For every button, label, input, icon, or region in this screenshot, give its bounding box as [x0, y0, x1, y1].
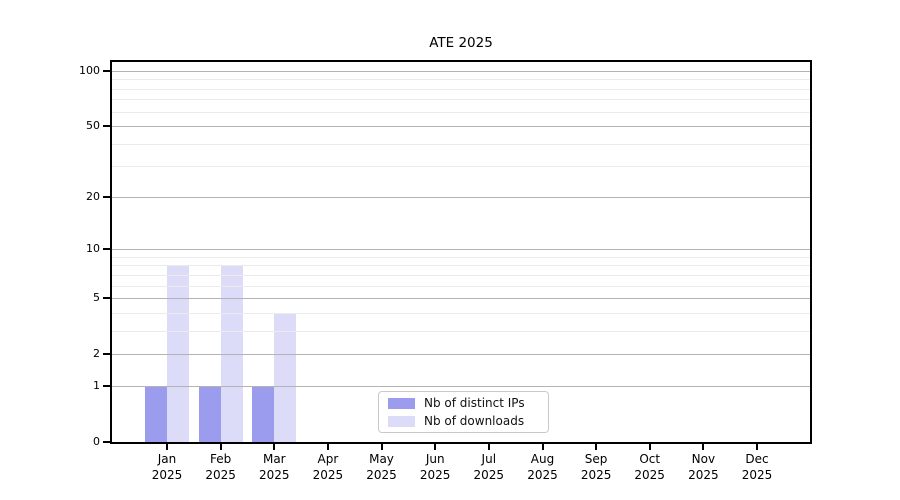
y-tick-mark	[103, 297, 110, 299]
x-tick-label: Feb 2025	[205, 452, 236, 482]
bars-layer	[112, 62, 810, 442]
x-tick-mark	[702, 444, 705, 450]
x-tick-label: Oct 2025	[634, 452, 665, 482]
y-tick-label: 20	[86, 190, 100, 204]
bar-distinct-ips	[145, 386, 167, 442]
x-tick-label: Dec 2025	[741, 452, 773, 482]
legend-item-downloads: Nb of downloads	[388, 414, 540, 429]
x-tick-mark	[595, 444, 598, 450]
x-tick-mark	[434, 444, 437, 450]
x-tick-mark	[648, 444, 651, 450]
y-tick-label: 50	[86, 118, 100, 132]
legend-label-downloads: Nb of downloads	[424, 413, 525, 428]
x-tick-mark	[273, 444, 276, 450]
x-tick-mark	[487, 444, 490, 450]
x-tick-label: May 2025	[366, 452, 397, 482]
y-tick-label: 5	[93, 291, 100, 304]
y-tick-label: 100	[79, 64, 100, 77]
bar-downloads	[167, 265, 189, 442]
y-tick-mark	[103, 248, 110, 251]
bar-distinct-ips	[198, 386, 221, 442]
x-tick-label: Sep 2025	[580, 452, 612, 482]
x-tick-label: Nov 2025	[688, 452, 719, 482]
x-tick-mark	[380, 444, 383, 450]
legend-swatch-downloads-icon	[388, 415, 415, 427]
x-tick-mark	[541, 444, 544, 450]
x-tick-mark	[166, 444, 168, 450]
x-tick-mark	[219, 444, 222, 450]
y-tick-label: 1	[93, 379, 100, 393]
y-tick-mark	[103, 196, 110, 199]
plot-area	[110, 60, 812, 444]
x-tick-label: Apr 2025	[312, 452, 344, 482]
x-tick-label: Mar 2025	[259, 452, 290, 482]
x-tick-label: Jun 2025	[419, 452, 451, 482]
bar-downloads	[274, 312, 297, 442]
legend-label-distinct-ips: Nb of distinct IPs	[424, 395, 525, 410]
legend-item-distinct-ips: Nb of distinct IPs	[388, 396, 540, 411]
x-tick-mark	[756, 444, 758, 450]
x-tick-mark	[326, 444, 329, 450]
x-tick-label: Jan 2025	[151, 452, 183, 482]
bar-downloads	[220, 265, 243, 442]
y-tick-mark	[103, 385, 110, 388]
chart-title: ATE 2025	[429, 35, 493, 51]
legend: Nb of distinct IPs Nb of downloads	[378, 391, 549, 433]
bar-distinct-ips	[252, 386, 275, 442]
y-tick-mark	[103, 441, 110, 443]
y-tick-label: 0	[93, 435, 100, 448]
legend-swatch-distinct-ips-icon	[388, 397, 415, 409]
x-tick-label: Jul 2025	[473, 452, 505, 482]
y-tick-mark	[103, 124, 110, 127]
y-tick-label: 2	[93, 346, 100, 360]
y-tick-mark	[103, 70, 110, 72]
x-tick-label: Aug 2025	[527, 452, 558, 482]
y-tick-label: 10	[86, 242, 100, 256]
y-tick-mark	[103, 352, 110, 355]
